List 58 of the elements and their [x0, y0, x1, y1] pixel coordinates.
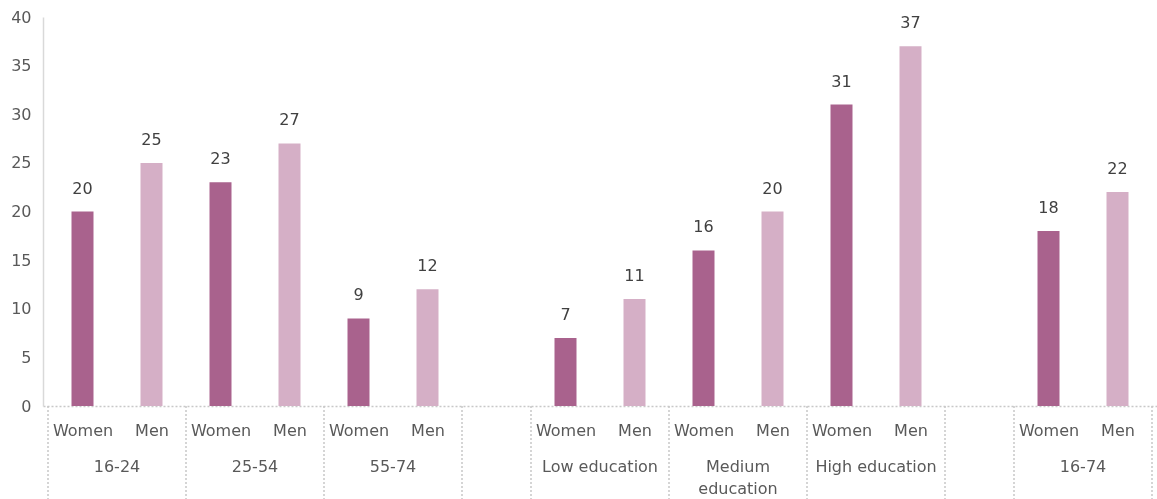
x-tick-label: Women — [52, 420, 114, 440]
text: Low education — [542, 457, 658, 476]
text: 25-54 — [231, 457, 279, 476]
x-tick-label: Men — [756, 420, 790, 440]
text: 16-24 — [93, 457, 141, 476]
bar — [209, 182, 232, 406]
text: 55-74 — [369, 457, 417, 476]
data-label: 31 — [831, 71, 852, 91]
data-label: 22 — [1107, 159, 1128, 179]
y-tick-label: 0 — [21, 396, 32, 416]
data-label: 23 — [210, 149, 231, 169]
data-label: 9 — [353, 285, 364, 305]
text: High education — [815, 457, 937, 476]
y-tick-label: 15 — [11, 250, 32, 270]
x-tick-label: Men — [411, 420, 445, 440]
data-label: 20 — [72, 178, 93, 198]
bar — [761, 211, 784, 406]
x-tick-label: Women — [535, 420, 597, 440]
bar — [140, 162, 163, 406]
bar — [554, 337, 577, 406]
bar — [623, 299, 646, 406]
data-label: 12 — [417, 256, 438, 276]
x-tick-label: Women — [811, 420, 873, 440]
x-tick-label: Men — [1101, 420, 1135, 440]
x-tick-label: Men — [135, 420, 169, 440]
data-label: 27 — [279, 110, 300, 130]
data-label: 18 — [1038, 197, 1059, 217]
bar — [71, 211, 94, 406]
y-tick-label: 20 — [11, 202, 32, 221]
y-tick-label: 10 — [11, 299, 32, 319]
data-label: 20 — [762, 178, 783, 198]
x-tick-label: Women — [190, 420, 252, 440]
x-tick-label: Women — [1018, 420, 1080, 440]
y-tick-label: 40 — [11, 7, 32, 27]
x-tick-label: Men — [618, 420, 652, 440]
bar — [347, 318, 370, 406]
bar — [1106, 192, 1129, 406]
y-tick-label: 35 — [11, 56, 32, 76]
x-tick-label: Men — [894, 420, 928, 440]
bar — [416, 289, 439, 406]
data-label: 25 — [141, 129, 162, 149]
data-label: 16 — [693, 217, 714, 237]
bar — [830, 104, 853, 406]
bar — [1037, 230, 1060, 406]
bar — [278, 143, 301, 406]
x-tick-label: Men — [273, 420, 307, 440]
bar — [899, 46, 922, 406]
y-tick-label: 25 — [11, 153, 32, 173]
text: Medium education — [698, 457, 778, 498]
data-label: 37 — [900, 13, 921, 33]
y-tick-label: 30 — [11, 104, 32, 124]
x-tick-label: Women — [673, 420, 735, 440]
data-label: 11 — [624, 266, 645, 286]
text: 16-74 — [1059, 457, 1107, 476]
y-tick-label: 5 — [21, 347, 32, 367]
data-label: 7 — [560, 304, 571, 324]
x-tick-label: Women — [328, 420, 390, 440]
bar — [692, 250, 715, 406]
